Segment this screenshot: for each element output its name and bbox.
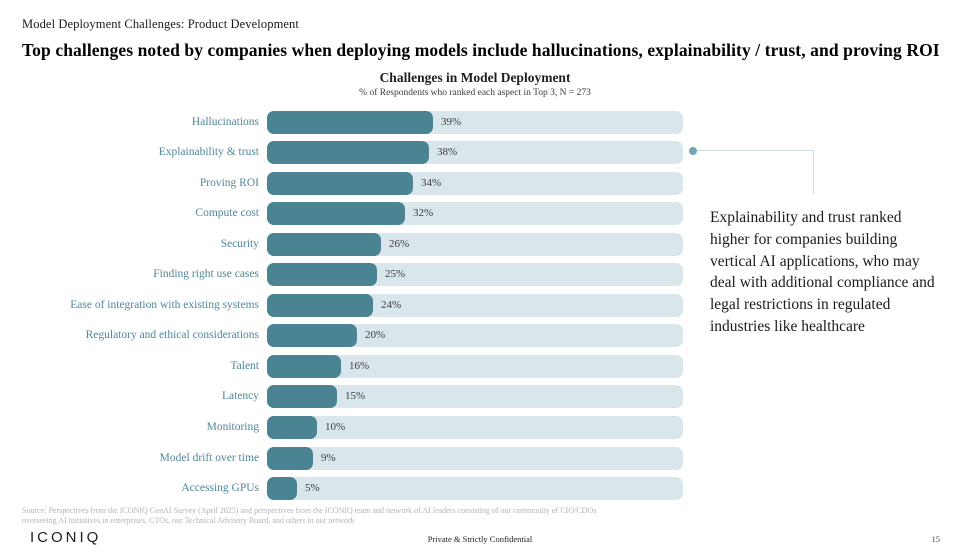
bar-row: Model drift over time 9% bbox=[0, 446, 960, 470]
bar-track bbox=[267, 263, 683, 287]
bar-category-label: Monitoring bbox=[206, 421, 259, 433]
bar-value-label: 39% bbox=[441, 115, 462, 128]
bar-row: Security 26% bbox=[0, 232, 960, 256]
bar-track bbox=[267, 141, 683, 165]
source-note: Source: Perspectives from the ICONIQ Gen… bbox=[22, 506, 597, 525]
bar-value-label: 34% bbox=[421, 176, 442, 189]
bar-category-label: Proving ROI bbox=[199, 176, 259, 189]
bar-value-label: 25% bbox=[385, 268, 406, 281]
bar-row: Compute cost 32% bbox=[0, 202, 960, 226]
bar-row: Finding right use cases 25% bbox=[0, 263, 960, 287]
chart-subtitle: % of Respondents who ranked each aspect … bbox=[359, 88, 591, 98]
eyebrow-label: Model Deployment Challenges: Product Dev… bbox=[22, 17, 299, 31]
bar-row: Regulatory and ethical considerations 20% bbox=[0, 324, 960, 348]
bar-fill bbox=[267, 141, 429, 165]
annotation-text: Explainability and trust ranked higher f… bbox=[710, 209, 935, 335]
bar-row: Talent 16% bbox=[0, 354, 960, 378]
page-number: 15 bbox=[931, 534, 941, 544]
bar-track bbox=[267, 293, 683, 317]
bar-value-label: 20% bbox=[365, 329, 386, 342]
bar-value-label: 5% bbox=[305, 482, 320, 495]
bar-row: Monitoring 10% bbox=[0, 416, 960, 439]
chart-header: Challenges in Model Deployment % of Resp… bbox=[267, 70, 683, 98]
bar-value-label: 9% bbox=[321, 451, 336, 464]
bar-value-label: 15% bbox=[345, 390, 366, 403]
bar-track bbox=[267, 110, 683, 134]
bar-track bbox=[267, 385, 683, 409]
bar-fill bbox=[267, 232, 381, 256]
bar-fill bbox=[267, 354, 341, 378]
bar-category-label: Talent bbox=[230, 359, 259, 372]
bar-value-label: 16% bbox=[349, 359, 370, 372]
callout-connector-vertical bbox=[813, 150, 814, 194]
bar-category-label: Compute cost bbox=[195, 207, 259, 220]
bar-value-label: 38% bbox=[437, 146, 458, 159]
confidential-label: Private & Strictly Confidential bbox=[427, 534, 533, 544]
bar-fill bbox=[267, 293, 373, 317]
bar-fill bbox=[267, 171, 413, 195]
bar-category-label: Hallucinations bbox=[191, 115, 259, 128]
bar-category-label: Ease of integration with existing system… bbox=[70, 298, 259, 311]
bar-track bbox=[267, 446, 683, 470]
bar-fill bbox=[267, 324, 357, 348]
bar-row: Hallucinations 39% bbox=[0, 110, 960, 134]
bar-row: Explainability & trust 38% bbox=[0, 141, 960, 165]
bar-fill bbox=[267, 385, 337, 409]
page-title: Top challenges noted by companies when d… bbox=[22, 40, 940, 60]
bar-fill bbox=[267, 446, 313, 470]
bar-fill bbox=[267, 202, 405, 226]
bar-track bbox=[267, 232, 683, 256]
bar-track bbox=[267, 477, 683, 501]
chart-title: Challenges in Model Deployment bbox=[379, 70, 571, 85]
bar-category-label: Accessing GPUs bbox=[181, 482, 259, 495]
bar-fill bbox=[267, 263, 377, 287]
callout-dot bbox=[689, 147, 697, 155]
bar-value-label: 26% bbox=[389, 237, 410, 250]
bar-value-label: 24% bbox=[381, 298, 402, 311]
bar-row: Ease of integration with existing system… bbox=[0, 293, 960, 317]
bar-track bbox=[267, 171, 683, 195]
bar-row: Proving ROI 34% bbox=[0, 171, 960, 195]
callout-connector-horizontal bbox=[697, 150, 813, 151]
bar-category-label: Regulatory and ethical considerations bbox=[85, 329, 259, 342]
bar-fill bbox=[267, 110, 433, 134]
bar-track bbox=[267, 416, 683, 439]
iconiq-logo: ICONIQ bbox=[30, 529, 102, 546]
bar-row: Accessing GPUs 5% bbox=[0, 477, 960, 501]
bar-category-label: Security bbox=[220, 237, 259, 250]
bar-fill bbox=[267, 477, 297, 501]
bar-value-label: 10% bbox=[325, 421, 346, 433]
bar-value-label: 32% bbox=[413, 207, 434, 220]
bar-category-label: Latency bbox=[221, 390, 259, 403]
bar-category-label: Model drift over time bbox=[159, 451, 259, 464]
bar-fill bbox=[267, 416, 317, 439]
bar-track bbox=[267, 354, 683, 378]
bar-track bbox=[267, 324, 683, 348]
bar-category-label: Explainability & trust bbox=[158, 146, 259, 159]
bar-row: Latency 15% bbox=[0, 385, 960, 409]
bar-track bbox=[267, 202, 683, 226]
bar-category-label: Finding right use cases bbox=[153, 268, 259, 281]
